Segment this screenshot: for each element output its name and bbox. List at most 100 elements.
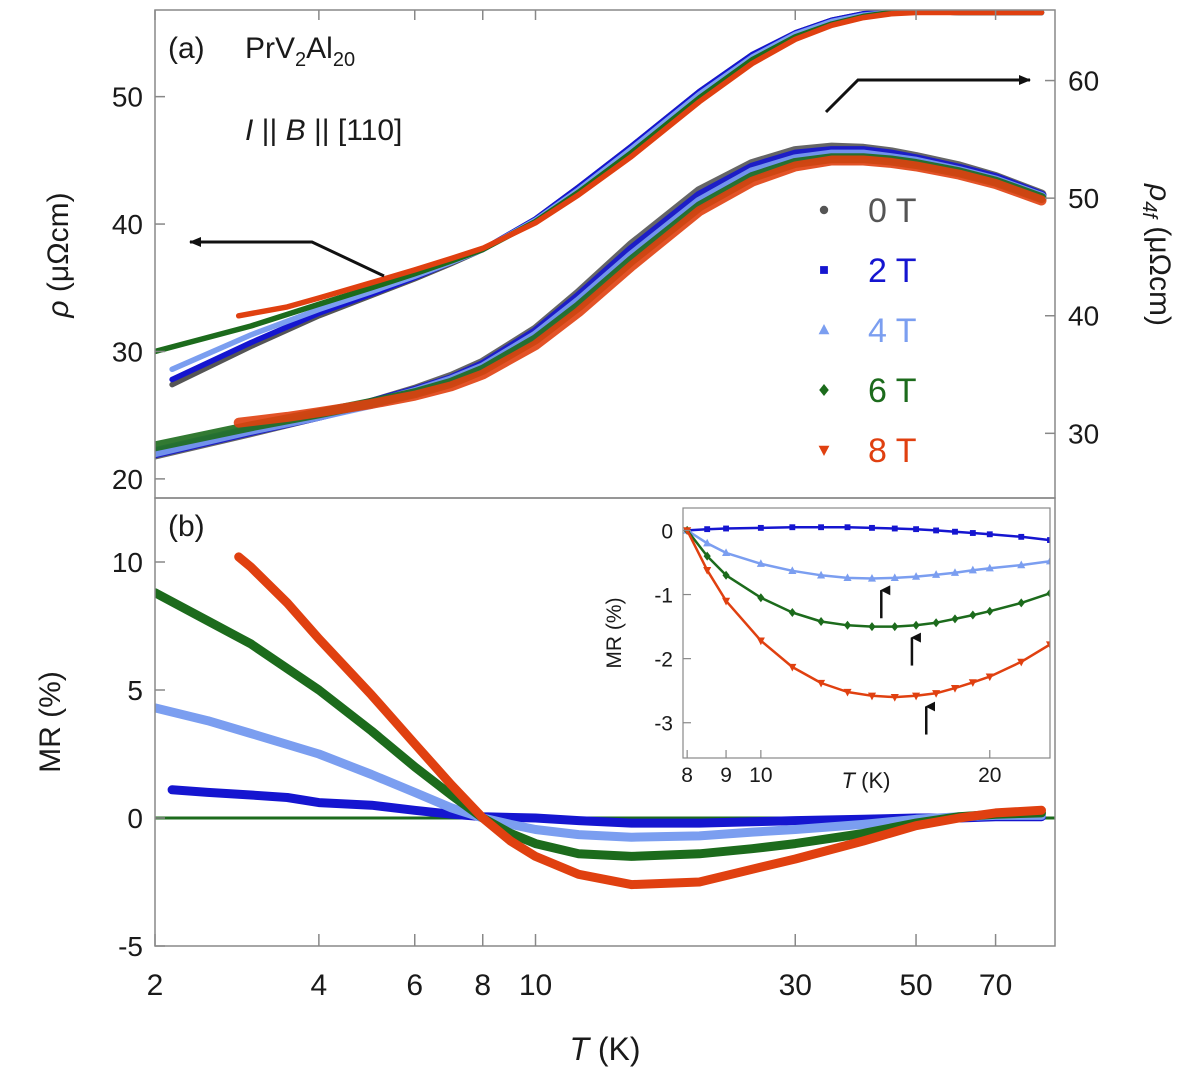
- inset-point-2T: [844, 524, 851, 531]
- inset-point-6T: [788, 607, 796, 617]
- inset-point-6T: [932, 618, 940, 628]
- inset-point-2T: [969, 530, 976, 536]
- mr-axis-tick-label: 5: [127, 675, 143, 706]
- inset-minimum-arrows: [880, 585, 936, 735]
- inset-x-label: T (K): [842, 768, 891, 793]
- inset-point-4T: [703, 538, 712, 547]
- inset-point-4T: [985, 563, 994, 572]
- inset-point-8T: [788, 663, 797, 672]
- inset-point-8T: [912, 692, 921, 701]
- inset-point-4T: [867, 574, 877, 582]
- inset-point-4T: [1017, 560, 1026, 569]
- x-axis-tick-label: 8: [474, 969, 491, 1002]
- legend-marker-0T: [819, 205, 829, 215]
- x-axis-tick-label: 6: [406, 969, 423, 1002]
- inset-point-6T: [912, 620, 920, 630]
- inset-curves: [683, 524, 1050, 702]
- inset-point-4T: [788, 566, 797, 574]
- inset-point-6T: [1046, 588, 1050, 598]
- x-axis-tick-label: 2: [147, 969, 164, 1002]
- x-axis-tick-label: 50: [899, 969, 932, 1002]
- legend: 0 T 2 T 4 T 6 T 8 T: [818, 192, 917, 470]
- inset-point-2T: [869, 524, 875, 531]
- inset-series-8T: [686, 529, 1050, 699]
- inset-point-6T: [722, 570, 730, 580]
- x-axis-tick-label: 70: [979, 969, 1012, 1002]
- x-axis-tick-label: 4: [311, 969, 328, 1002]
- right-axis-tick-label: 60: [1068, 66, 1099, 97]
- inset-point-8T: [756, 637, 765, 646]
- inset-point-8T: [722, 597, 731, 606]
- inset-point-6T: [951, 614, 959, 624]
- inset-y-tick-label: -2: [654, 649, 673, 672]
- inset-point-6T: [843, 620, 852, 630]
- inset-y-tick-label: 0: [661, 520, 673, 543]
- mr-axis-tick-label: 0: [127, 803, 143, 834]
- inset-point-2T: [789, 524, 796, 531]
- inset-point-8T: [968, 679, 977, 687]
- inset-point-4T: [890, 573, 899, 582]
- inset-point-6T: [868, 622, 876, 632]
- inset-point-4T: [912, 572, 921, 580]
- compound-formula: PrV2Al20: [245, 32, 355, 71]
- x-axis-tick-label: 30: [779, 969, 812, 1002]
- left-axis-tick-label: 20: [112, 464, 143, 495]
- inset-point-8T: [817, 679, 826, 688]
- inset-point-2T: [891, 525, 898, 532]
- inset-series-2T: [687, 525, 1050, 542]
- x-axis-label: T (K): [569, 1031, 640, 1067]
- inset-point-8T: [950, 684, 960, 693]
- inset-point-6T: [891, 622, 899, 632]
- right-axis-tick-label: 40: [1068, 301, 1099, 332]
- inset-axes: 0 -1 -2 -3 8 9 10 20: [654, 520, 1001, 787]
- inset-point-2T: [952, 528, 958, 535]
- inset-point-2T: [933, 527, 940, 534]
- inset-point-8T: [890, 693, 899, 702]
- inset-point-2T: [723, 525, 729, 532]
- panel-b-curves: [155, 552, 1055, 890]
- inset-x-tick-label: 9: [720, 764, 732, 787]
- legend-label-6T: 6 T: [868, 372, 917, 410]
- inset-series-4T: [686, 529, 1050, 580]
- arrow-to-right-axis: [824, 75, 1031, 114]
- left-axis-tick-label: 40: [112, 209, 143, 240]
- right-axis-tick-label: 50: [1068, 183, 1099, 214]
- rho-series-8T: [235, 10, 1045, 319]
- panel-b-frame: [154, 497, 1056, 947]
- inset-x-tick-label: 10: [749, 764, 772, 787]
- inset-point-2T: [913, 526, 920, 533]
- inset-point-6T: [1017, 598, 1025, 608]
- inset-point-8T: [703, 567, 712, 575]
- left-axis-tick-label: 50: [112, 82, 143, 113]
- inset-point-2T: [757, 524, 764, 531]
- panel-a-axes: 20 30 40 50 30 40 50 60: [112, 66, 1099, 495]
- panel-b-y-label: MR (%): [34, 671, 67, 773]
- inset-point-8T: [985, 673, 994, 682]
- panel-a-label: (a): [168, 32, 205, 65]
- inset-point-6T: [757, 593, 765, 603]
- inset-point-2T: [986, 531, 993, 538]
- inset-point-4T: [1045, 556, 1050, 565]
- inset-point-8T: [683, 527, 692, 535]
- left-axis-tick-label: 30: [112, 336, 143, 367]
- inset-frame: [682, 507, 1051, 759]
- legend-label-4T: 4 T: [868, 312, 917, 350]
- inset-point-6T: [703, 551, 711, 561]
- legend-marker-2T: [820, 266, 828, 274]
- legend-marker-8T: [818, 445, 830, 456]
- inset-point-8T: [867, 692, 877, 701]
- panel-a-curves: [155, 10, 1047, 460]
- inset-point-6T: [817, 616, 825, 626]
- panel-b-axes: -5 0 5 10 2 4 6 8 10 30 50 70: [112, 10, 1012, 1002]
- inset-point-2T: [1047, 537, 1050, 543]
- right-axis-tick-label: 30: [1068, 418, 1099, 449]
- left-axis-label: ρ (μΩcm): [42, 192, 75, 318]
- inset-point-4T: [722, 548, 731, 557]
- mr-series-4T: [155, 703, 1046, 842]
- inset-point-4T: [756, 559, 765, 567]
- mr-axis-tick-label: -5: [118, 931, 143, 962]
- inset-y-tick-label: -1: [654, 585, 673, 608]
- inset-x-tick-label: 8: [681, 764, 693, 787]
- legend-marker-6T: [819, 384, 829, 396]
